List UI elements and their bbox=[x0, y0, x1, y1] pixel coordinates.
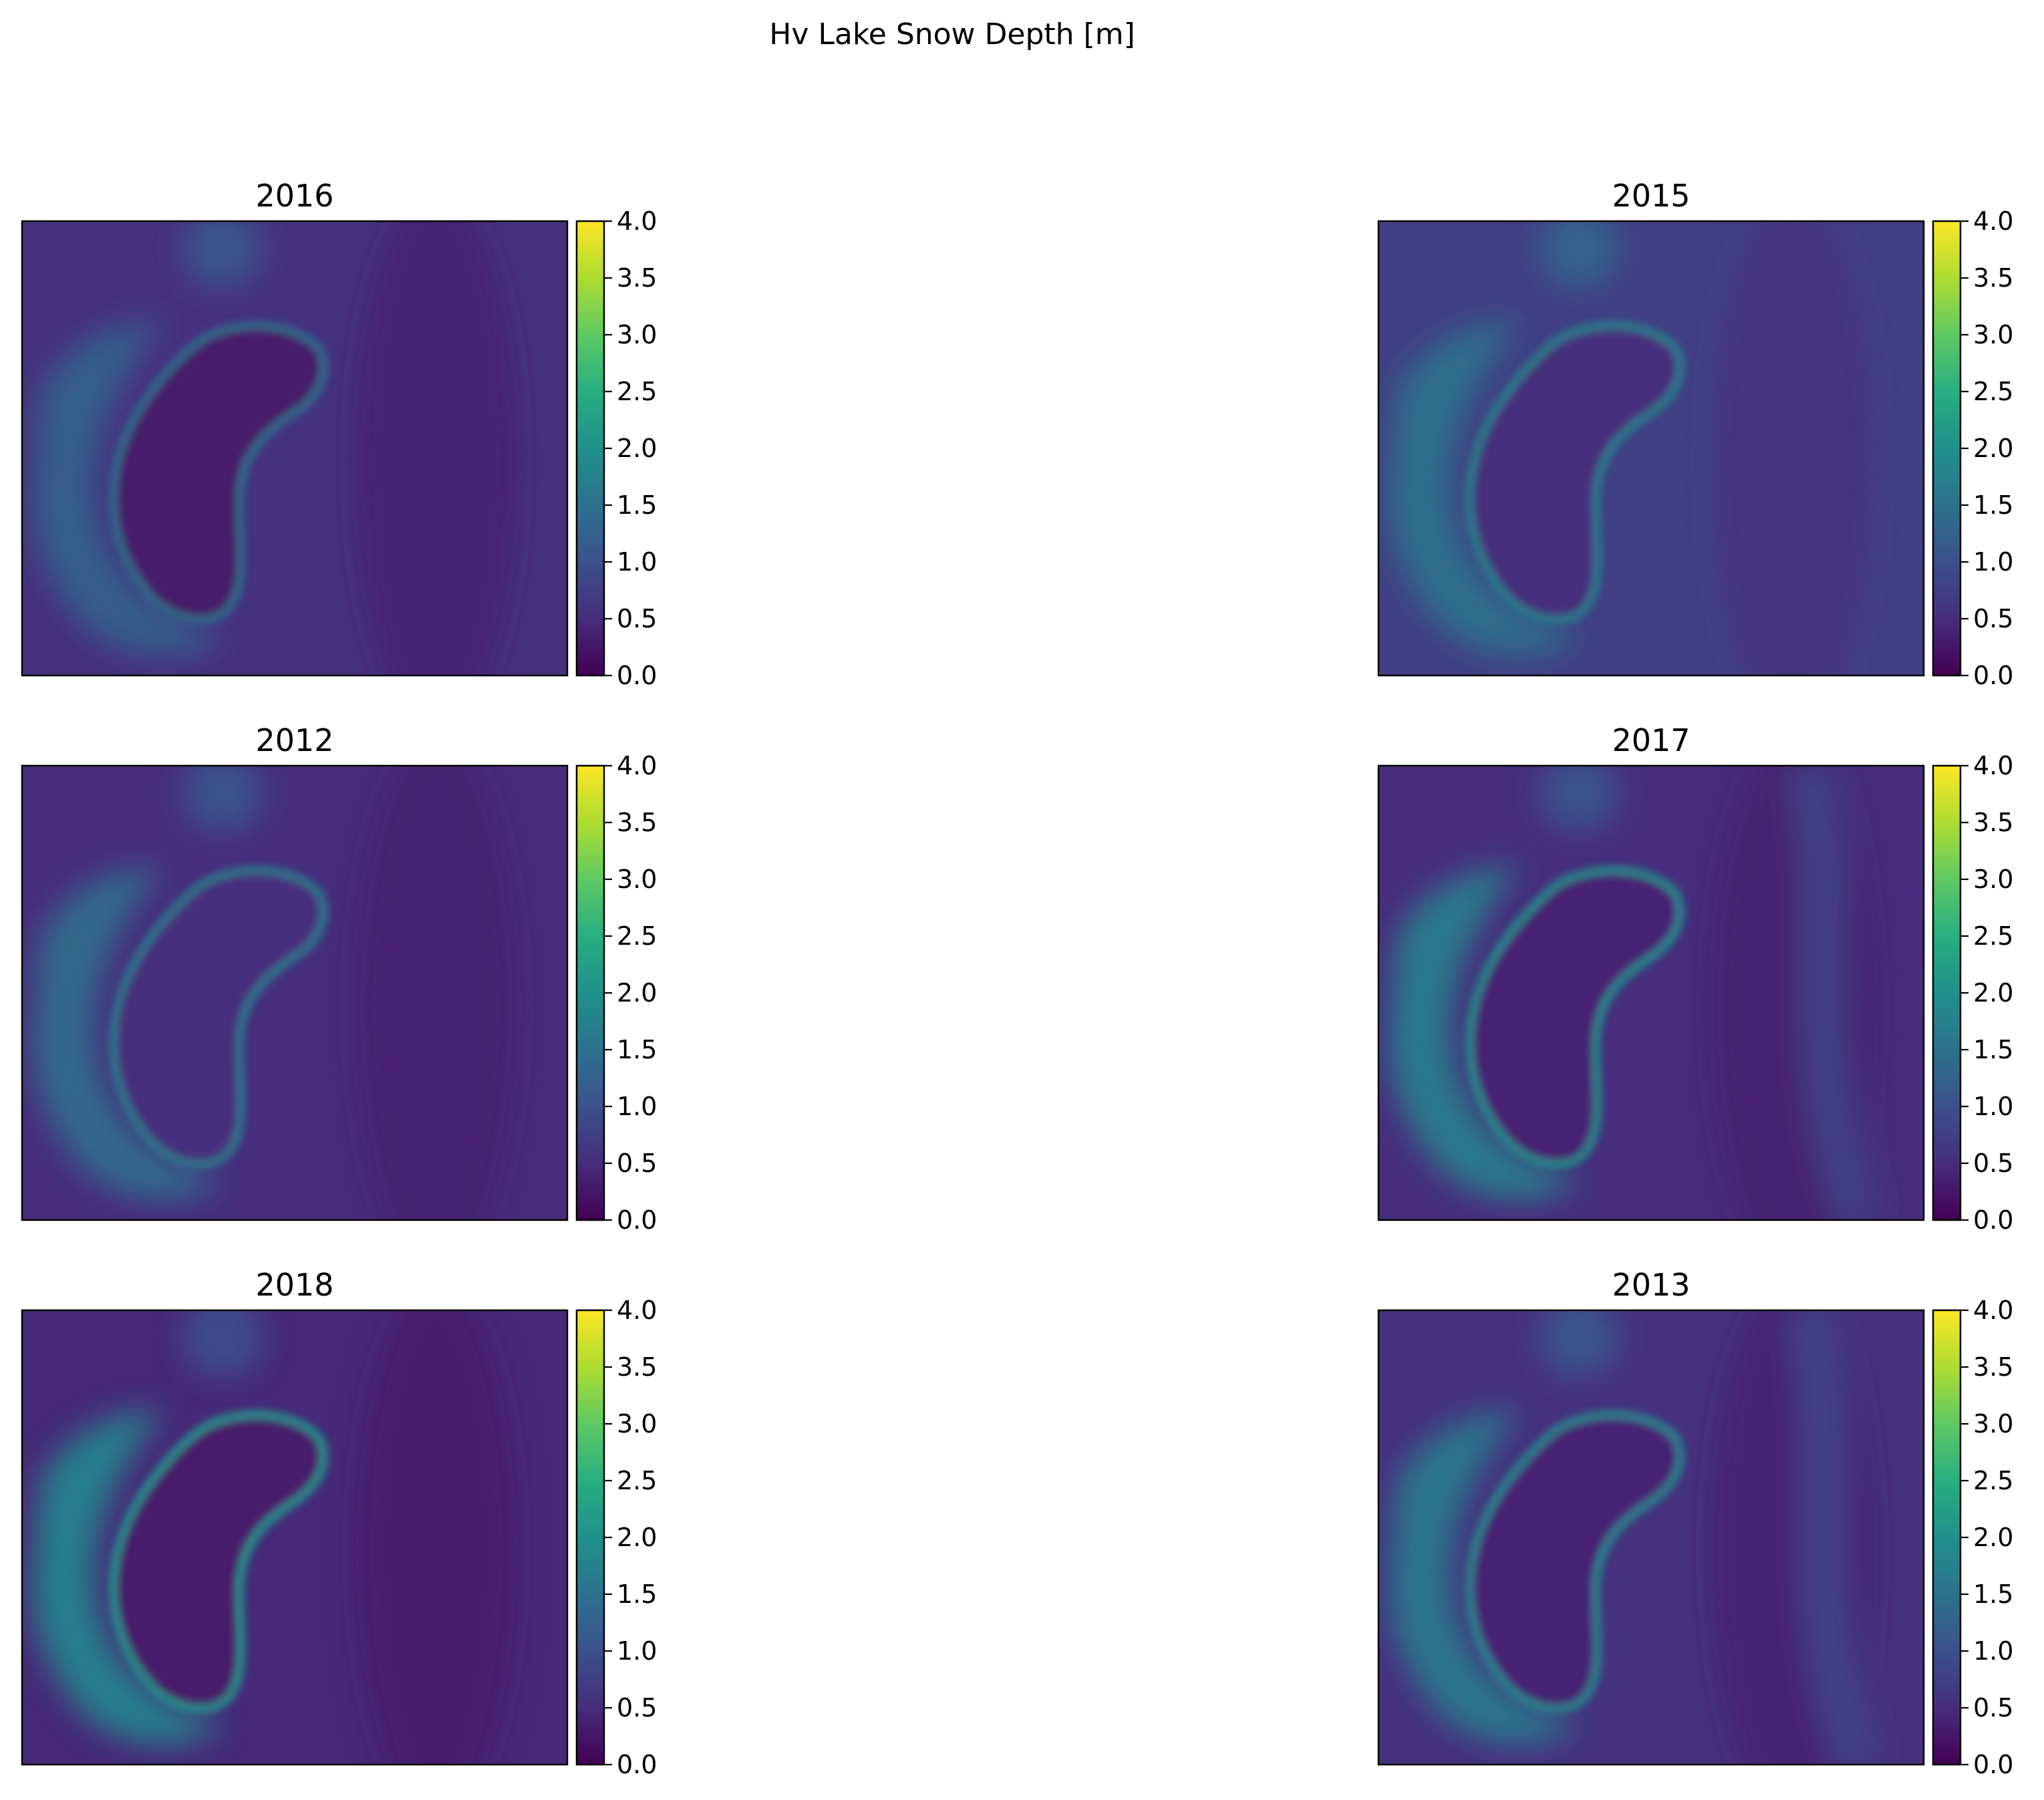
colorbar-tick-label: 3.0 bbox=[1973, 865, 2013, 894]
colorbar-tick-label: 1.0 bbox=[617, 1636, 657, 1666]
colorbar-tick-label: 2.5 bbox=[617, 377, 657, 406]
colorbar-tick-label: 2.0 bbox=[617, 434, 657, 463]
colorbar-gradient bbox=[1932, 220, 1962, 677]
colorbar-tick-label: 4.0 bbox=[1973, 206, 2013, 236]
axes-frame bbox=[21, 1309, 569, 1766]
colorbar-tick-label: 1.5 bbox=[617, 490, 657, 520]
axes-frame bbox=[1377, 764, 1925, 1221]
colorbar-tick-label: 0.5 bbox=[1973, 1149, 2013, 1178]
heatmap-panel-2015: 2015 0.0 0.5 1.0 1.5 2.0 2.5 3.0 3.5 4.0 bbox=[1377, 178, 2013, 690]
colorbar-tick-label: 3.5 bbox=[1973, 808, 2013, 837]
colorbar-gradient bbox=[575, 1309, 605, 1766]
colorbar-tick-label: 0.5 bbox=[617, 1693, 657, 1722]
lake-interior bbox=[117, 1418, 320, 1705]
colorbar-tick-label: 1.5 bbox=[1973, 1580, 2013, 1609]
colorbar-tick-label: 3.5 bbox=[617, 263, 657, 293]
colorbar-tick-label: 3.5 bbox=[1973, 263, 2013, 293]
heatmap-panel-2017: 2017 0.0 0.5 1.0 1.5 2.0 2.5 3.0 3.5 4.0 bbox=[1377, 722, 2013, 1235]
axes-frame bbox=[1377, 1309, 1925, 1766]
colorbar-tick-label: 2.5 bbox=[1973, 377, 2013, 406]
colorbar-tick-label: 0.0 bbox=[617, 1205, 657, 1235]
lake-interior bbox=[117, 873, 320, 1161]
colorbar-tick-label: 0.5 bbox=[617, 1149, 657, 1178]
panel-grid: 20160.00.51.01.52.02.53.03.54.020150.00.… bbox=[21, 178, 2013, 1779]
colorbar-tick-label: 1.5 bbox=[1973, 490, 2013, 520]
lake-interior bbox=[1473, 329, 1676, 616]
colorbar-tick-label: 0.5 bbox=[1973, 1693, 2013, 1722]
colorbar-tick-label: 0.0 bbox=[1973, 661, 2013, 690]
colorbar-tick-label: 0.5 bbox=[617, 604, 657, 633]
axes-frame bbox=[21, 764, 569, 1221]
colorbar-tick-label: 0.0 bbox=[617, 1750, 657, 1779]
colorbar: 0.0 0.5 1.0 1.5 2.0 2.5 3.0 3.5 4.0 bbox=[1932, 206, 2013, 690]
panel-title: 2015 bbox=[1612, 178, 1690, 214]
colorbar-tick-label: 3.5 bbox=[617, 808, 657, 837]
colorbar-gradient bbox=[575, 220, 605, 677]
heatmap-image bbox=[1378, 1310, 1924, 1765]
colorbar-tick-label: 0.0 bbox=[1973, 1205, 2013, 1235]
colorbar-tick-label: 1.0 bbox=[1973, 1092, 2013, 1121]
colorbar-tick-label: 2.5 bbox=[617, 921, 657, 951]
heatmap-image bbox=[22, 766, 567, 1220]
lake-interior bbox=[117, 329, 320, 616]
heatmap-image bbox=[22, 221, 567, 676]
colorbar-tick-label: 1.0 bbox=[617, 547, 657, 577]
colorbar-tick-label: 3.0 bbox=[1973, 1409, 2013, 1439]
lake-interior bbox=[1473, 1418, 1676, 1705]
colorbar-tick-label: 4.0 bbox=[617, 1296, 657, 1325]
colorbar-tick-label: 1.5 bbox=[617, 1580, 657, 1609]
colorbar-tick-label: 4.0 bbox=[1973, 1296, 2013, 1325]
colorbar-tick-label: 2.0 bbox=[1973, 434, 2013, 463]
panel-title: 2018 bbox=[255, 1267, 333, 1303]
colorbar-tick-label: 3.5 bbox=[1973, 1352, 2013, 1382]
heatmap-panel-2012: 2012 0.0 0.5 1.0 1.5 2.0 2.5 3.0 3.5 4.0 bbox=[21, 722, 657, 1235]
colorbar: 0.0 0.5 1.0 1.5 2.0 2.5 3.0 3.5 4.0 bbox=[575, 751, 657, 1235]
colorbar-tick-label: 2.0 bbox=[617, 1523, 657, 1552]
colorbar-tick-label: 1.0 bbox=[1973, 1636, 2013, 1666]
colorbar-tick-label: 4.0 bbox=[1973, 751, 2013, 780]
colorbar-tick-label: 3.0 bbox=[617, 865, 657, 894]
colorbar: 0.0 0.5 1.0 1.5 2.0 2.5 3.0 3.5 4.0 bbox=[1932, 1296, 2013, 1779]
colorbar-tick-label: 2.0 bbox=[1973, 1523, 2013, 1552]
colorbar-gradient bbox=[1932, 764, 1962, 1221]
colorbar-tick-label: 3.5 bbox=[617, 1352, 657, 1382]
colorbar-tick-label: 2.0 bbox=[617, 978, 657, 1008]
colorbar-tick-label: 0.5 bbox=[1973, 604, 2013, 633]
figure-title: Hv Lake Snow Depth [m] bbox=[769, 17, 1135, 51]
colorbar-tick-label: 0.0 bbox=[617, 661, 657, 690]
colorbar-tick-label: 0.0 bbox=[1973, 1750, 2013, 1779]
panel-title: 2016 bbox=[255, 178, 333, 214]
colorbar-tick-label: 2.5 bbox=[617, 1466, 657, 1495]
heatmap-panel-2018: 2018 0.0 0.5 1.0 1.5 2.0 2.5 3.0 3.5 4.0 bbox=[21, 1267, 657, 1779]
colorbar-tick-label: 1.0 bbox=[617, 1092, 657, 1121]
colorbar-gradient bbox=[575, 764, 605, 1221]
colorbar: 0.0 0.5 1.0 1.5 2.0 2.5 3.0 3.5 4.0 bbox=[1932, 751, 2013, 1235]
colorbar-gradient bbox=[1932, 1309, 1962, 1766]
colorbar-tick-label: 2.5 bbox=[1973, 1466, 2013, 1495]
colorbar-tick-label: 3.0 bbox=[617, 1409, 657, 1439]
heatmap-image bbox=[1378, 221, 1924, 676]
colorbar-tick-label: 1.5 bbox=[617, 1035, 657, 1064]
colorbar-tick-label: 4.0 bbox=[617, 751, 657, 780]
colorbar: 0.0 0.5 1.0 1.5 2.0 2.5 3.0 3.5 4.0 bbox=[575, 1296, 657, 1779]
colorbar-tick-label: 1.0 bbox=[1973, 547, 2013, 577]
colorbar-tick-label: 4.0 bbox=[617, 206, 657, 236]
colorbar: 0.0 0.5 1.0 1.5 2.0 2.5 3.0 3.5 4.0 bbox=[575, 206, 657, 690]
heatmap-panel-2016: 2016 0.0 0.5 1.0 1.5 2.0 2.5 3.0 3.5 4.0 bbox=[21, 178, 657, 690]
colorbar-tick-label: 1.5 bbox=[1973, 1035, 2013, 1064]
lake-interior bbox=[1473, 873, 1676, 1161]
axes-frame bbox=[1377, 220, 1925, 677]
axes-frame bbox=[21, 220, 569, 677]
colorbar-tick-label: 3.0 bbox=[1973, 320, 2013, 349]
colorbar-tick-label: 3.0 bbox=[617, 320, 657, 349]
heatmap-panel-2013: 2013 0.0 0.5 1.0 1.5 2.0 2.5 3.0 3.5 4.0 bbox=[1377, 1267, 2013, 1779]
panel-title: 2017 bbox=[1612, 722, 1690, 758]
heatmap-image bbox=[22, 1310, 567, 1765]
panel-title: 2013 bbox=[1612, 1267, 1690, 1303]
colorbar-tick-label: 2.0 bbox=[1973, 978, 2013, 1008]
panel-title: 2012 bbox=[255, 722, 333, 758]
heatmap-image bbox=[1378, 766, 1924, 1220]
colorbar-tick-label: 2.5 bbox=[1973, 921, 2013, 951]
